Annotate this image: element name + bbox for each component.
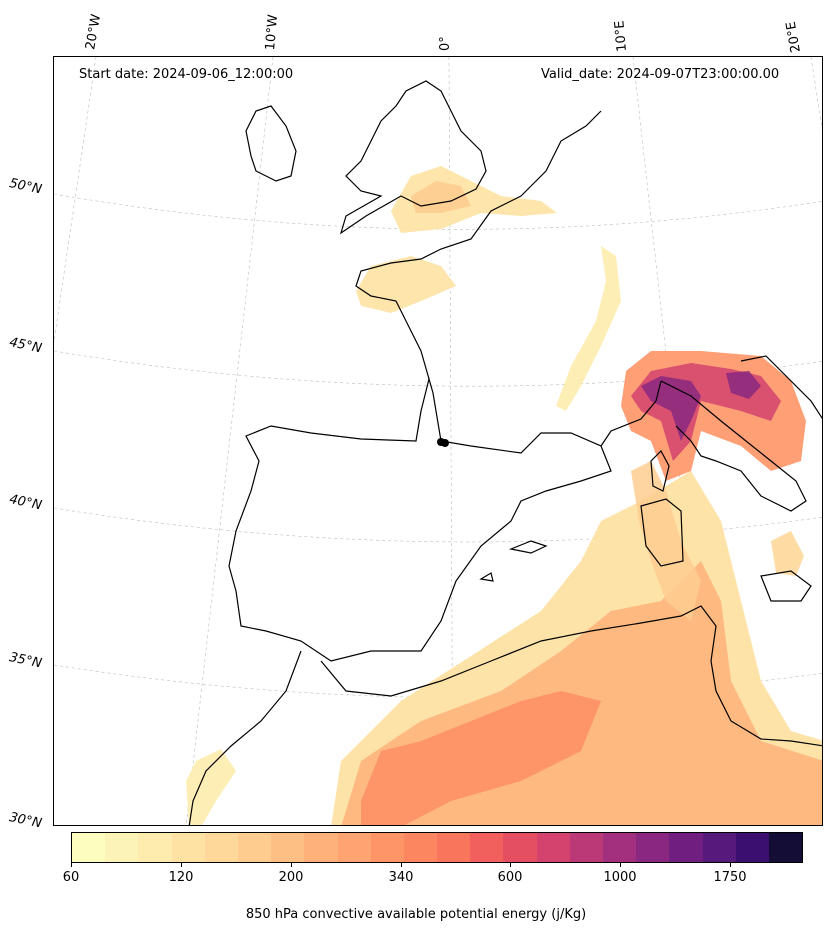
lon-label-20e: 20°E bbox=[783, 20, 804, 54]
parallel-50n bbox=[54, 193, 822, 230]
station-marker bbox=[437, 438, 449, 447]
colorbar-segment bbox=[669, 833, 703, 862]
lon-label-10w: 10°W bbox=[263, 13, 282, 51]
map-panel bbox=[53, 56, 823, 826]
coast-sicily bbox=[760, 570, 812, 602]
colorbar-tickmark bbox=[71, 863, 72, 867]
colorbar-segment bbox=[204, 833, 238, 862]
colorbar-tickmark bbox=[291, 863, 292, 867]
lat-label-45n: 45°N bbox=[7, 335, 44, 357]
lat-label-40n: 40°N bbox=[7, 492, 44, 514]
colorbar-tick-1000: 1000 bbox=[603, 870, 637, 885]
coast-north-africa bbox=[320, 605, 822, 747]
colorbar-segment bbox=[370, 833, 404, 862]
colorbar-segment bbox=[403, 833, 438, 862]
colorbar-segment bbox=[569, 833, 603, 862]
cape-adriatic-core bbox=[726, 371, 761, 399]
colorbar-tickmark bbox=[181, 863, 182, 867]
colorbar-tick-60: 60 bbox=[62, 870, 80, 885]
colorbar-segment bbox=[304, 833, 338, 862]
coast-adriatic-east bbox=[740, 355, 822, 420]
colorbar-segment bbox=[768, 833, 803, 862]
coast-iberia bbox=[228, 376, 612, 662]
cape-brittany-band bbox=[356, 256, 456, 313]
cape-biscay-streak bbox=[556, 246, 621, 411]
cape-band-south-inner bbox=[361, 691, 601, 825]
cape-map bbox=[54, 57, 822, 825]
cape-west-sahara bbox=[186, 749, 236, 825]
start-date-label: Start date: 2024-09-06_12:00:00 bbox=[79, 67, 294, 82]
colorbar-segment bbox=[470, 833, 504, 862]
lon-label-0: 0° bbox=[438, 36, 453, 51]
meridian-20e bbox=[810, 57, 822, 131]
colorbar-segment bbox=[536, 833, 570, 862]
colorbar-tick-1750: 1750 bbox=[713, 870, 747, 885]
colorbar-tickmark bbox=[401, 863, 402, 867]
coast-balearics bbox=[479, 540, 548, 582]
colorbar-segment bbox=[138, 833, 172, 862]
lat-label-35n: 35°N bbox=[7, 650, 44, 672]
colorbar-segment bbox=[337, 833, 371, 862]
coast-great-britain bbox=[339, 80, 487, 235]
cape-tyrrhenian-strip bbox=[631, 461, 701, 621]
cape-uk-band bbox=[391, 166, 557, 233]
meridian-20w bbox=[54, 57, 97, 342]
lat-label-50n: 50°N bbox=[7, 176, 44, 198]
coast-sardinia bbox=[640, 498, 684, 567]
colorbar-segment bbox=[603, 833, 637, 862]
colorbar-segment bbox=[271, 833, 305, 862]
colorbar-segment bbox=[105, 833, 139, 862]
coast-morocco-atlantic bbox=[188, 650, 302, 825]
colorbar-segment bbox=[437, 833, 471, 862]
coast-france-south bbox=[600, 380, 662, 447]
coast-ireland bbox=[245, 105, 297, 182]
colorbar-tick-340: 340 bbox=[388, 870, 414, 885]
colorbar-segment bbox=[702, 833, 736, 862]
colorbar-segment bbox=[735, 833, 769, 862]
colorbar-segment bbox=[171, 833, 205, 862]
coast-corsica bbox=[650, 450, 670, 492]
cape-italy-core bbox=[641, 376, 701, 441]
colorbar-tickmark bbox=[730, 863, 731, 867]
colorbar-tick-200: 200 bbox=[278, 870, 304, 885]
colorbar-segment bbox=[636, 833, 670, 862]
colorbar-segment bbox=[503, 833, 537, 862]
coast-italy bbox=[660, 380, 807, 512]
colorbar bbox=[71, 832, 803, 863]
colorbar-segment bbox=[237, 833, 272, 862]
coast-france-west bbox=[355, 185, 532, 380]
colorbar-segment bbox=[72, 833, 106, 862]
lon-label-10e: 10°E bbox=[612, 19, 630, 53]
colorbar-tickmark bbox=[510, 863, 511, 867]
colorbar-title: 850 hPa convective available potential e… bbox=[245, 907, 587, 922]
lat-label-30n: 30°N bbox=[7, 810, 44, 832]
colorbar-tick-120: 120 bbox=[168, 870, 194, 885]
colorbar-tick-600: 600 bbox=[497, 870, 523, 885]
cape-field bbox=[186, 166, 822, 825]
coast-north-sea bbox=[530, 110, 602, 187]
colorbar-tickmark bbox=[620, 863, 621, 867]
valid-date-label: Valid_date: 2024-09-07T23:00:00.00 bbox=[541, 67, 780, 82]
cape-balearic-blob bbox=[771, 531, 804, 576]
coastlines bbox=[188, 80, 822, 825]
lon-label-20w: 20°W bbox=[83, 13, 105, 52]
